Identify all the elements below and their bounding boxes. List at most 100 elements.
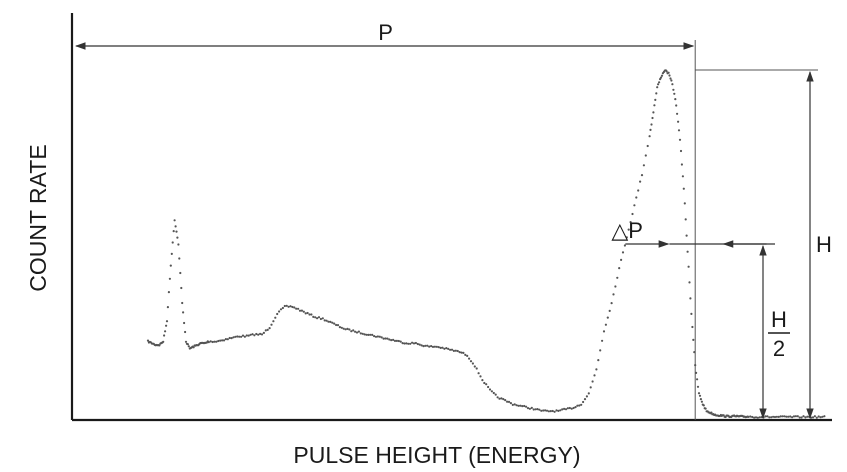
data-point [172,230,175,233]
data-point [452,349,455,352]
data-point [475,367,478,370]
h-label: H [816,232,832,257]
data-point [610,302,613,305]
data-point [564,408,568,411]
data-point [183,321,186,325]
data-point [618,267,621,270]
data-point [469,360,473,363]
data-point [174,225,177,228]
data-point [591,380,594,383]
data-point [346,327,349,330]
data-point [167,291,170,294]
data-point [426,344,429,347]
data-point [574,406,577,409]
data-point [388,338,391,341]
data-point [521,405,524,408]
data-point [367,333,370,336]
data-point [639,180,642,183]
data-point [176,236,179,239]
data-point [568,406,571,410]
data-point [612,293,615,296]
data-point [369,333,372,336]
data-point [676,112,679,115]
data-point [559,409,562,412]
data-point [395,339,398,342]
half-height-denominator: 2 [773,336,785,361]
data-point [401,342,404,345]
data-point [650,123,653,126]
data-point [620,258,623,261]
data-point [297,307,300,310]
annotation-group: P △P H H 2 [74,20,832,420]
data-point [450,348,454,351]
data-point [511,403,514,406]
data-point [285,304,288,307]
data-point [791,416,794,419]
data-point [804,416,807,419]
data-point [773,415,777,419]
data-point [655,92,658,95]
data-point [783,415,786,418]
data-point [336,324,340,327]
data-point [601,339,604,342]
data-point [226,338,229,341]
data-point [651,116,654,120]
data-point [667,71,670,74]
data-point [211,340,214,344]
data-point [751,415,754,419]
data-point [173,219,176,222]
data-point [796,415,799,418]
data-point [587,392,590,395]
data-point [656,86,659,89]
data-point [691,325,694,329]
data-point [660,74,664,77]
data-point [468,357,471,360]
data-point [445,347,448,350]
data-point [787,415,790,418]
data-point [390,339,393,342]
data-point [768,416,771,419]
data-point [431,345,435,348]
data-point [532,408,535,411]
data-point [359,332,362,335]
data-point [792,415,796,418]
data-point [747,415,750,418]
data-point [813,415,817,418]
data-point [184,340,188,343]
data-point [317,316,321,319]
data-point [240,335,243,338]
data-point [168,277,171,280]
data-point [163,334,166,337]
data-point [416,342,419,346]
data-point [654,98,657,101]
data-point [621,251,625,254]
data-point [178,257,181,260]
data-point [756,416,760,419]
data-point [686,250,689,253]
data-point [670,79,673,82]
data-point [811,416,815,419]
data-point [614,285,617,288]
data-point [699,398,703,401]
data-point [698,394,702,397]
data-point [363,333,366,336]
data-point [443,347,446,350]
data-point [500,397,503,400]
data-point [653,104,656,107]
data-point [671,83,674,86]
data-point [304,312,307,315]
data-point [561,408,564,411]
data-point [245,334,248,337]
data-point [687,265,690,268]
data-point [498,397,501,400]
data-point [399,340,402,343]
data-point [300,309,303,312]
data-point [677,120,680,123]
data-point [430,345,433,348]
data-point [295,307,298,310]
data-point [376,335,379,338]
data-point [557,409,560,412]
data-point [215,340,218,343]
data-point [241,334,245,337]
data-point [777,415,780,418]
